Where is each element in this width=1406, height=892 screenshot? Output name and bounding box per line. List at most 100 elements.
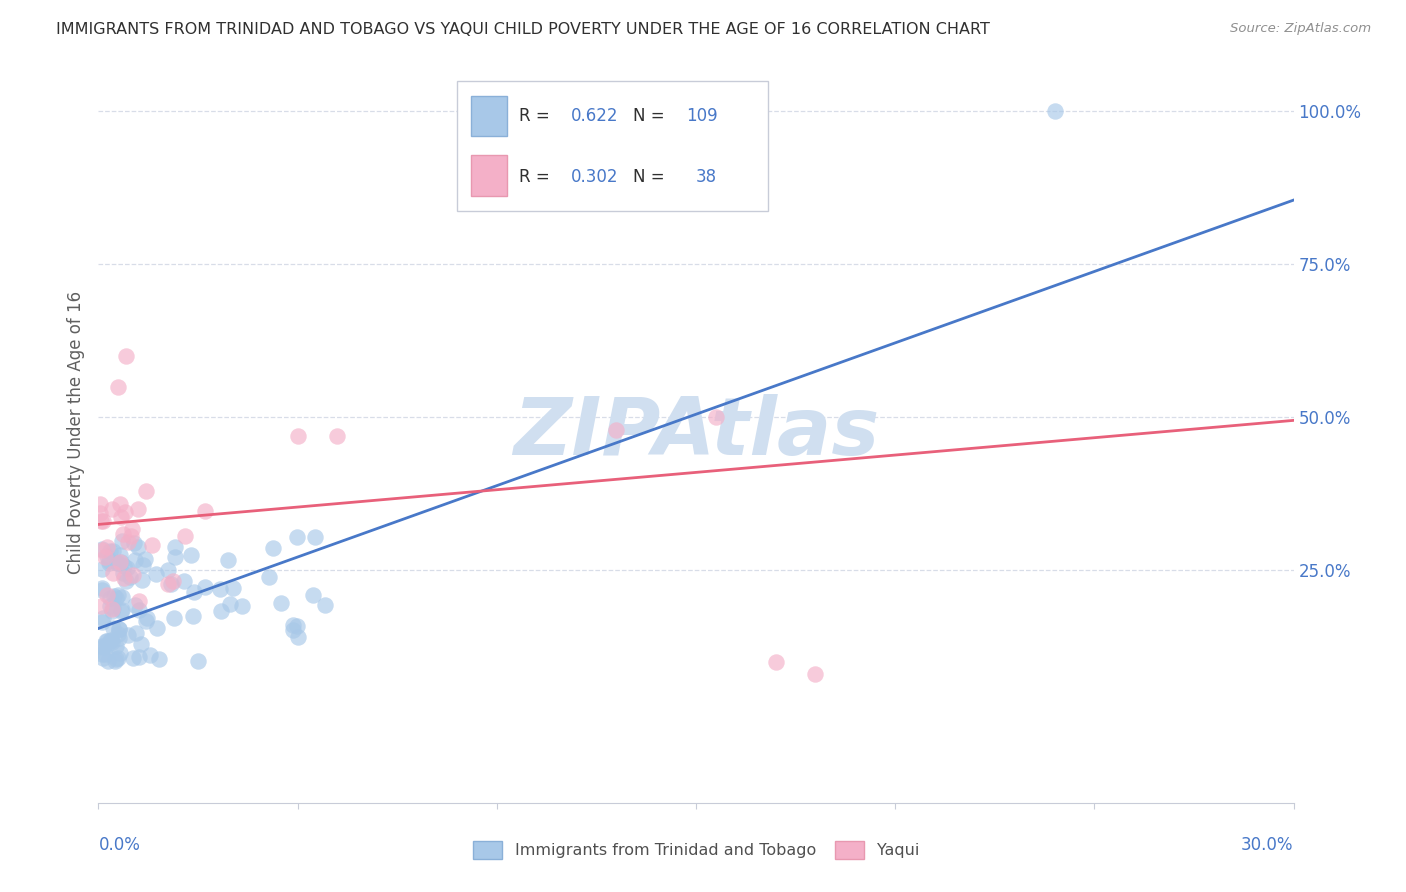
Point bbox=[141, 538, 163, 552]
Text: ZIPAtlas: ZIPAtlas bbox=[513, 393, 879, 472]
Point bbox=[765, 655, 787, 669]
Point bbox=[120, 570, 142, 584]
Point bbox=[326, 428, 349, 442]
Point bbox=[281, 624, 304, 638]
Point bbox=[160, 577, 183, 591]
Point bbox=[115, 349, 138, 363]
Point bbox=[91, 541, 114, 556]
Point bbox=[605, 423, 627, 437]
Point bbox=[103, 566, 125, 580]
Point bbox=[98, 543, 121, 558]
Point bbox=[804, 667, 827, 681]
Point bbox=[105, 591, 128, 605]
Point bbox=[145, 567, 167, 582]
Point bbox=[91, 639, 114, 653]
Point bbox=[114, 505, 136, 519]
Point bbox=[110, 510, 132, 524]
Point bbox=[90, 599, 112, 614]
Point bbox=[91, 611, 114, 625]
Point bbox=[115, 560, 138, 574]
Point bbox=[96, 540, 118, 554]
Point bbox=[259, 570, 281, 584]
Point bbox=[101, 635, 124, 649]
Text: N =: N = bbox=[633, 108, 669, 126]
Point bbox=[101, 604, 124, 618]
Text: 109: 109 bbox=[686, 108, 718, 126]
Point bbox=[108, 631, 131, 645]
Point bbox=[91, 582, 114, 597]
Point bbox=[91, 562, 114, 576]
Point bbox=[163, 540, 186, 554]
Point bbox=[108, 548, 131, 562]
Point bbox=[111, 533, 134, 548]
Point bbox=[1043, 104, 1066, 119]
Point bbox=[301, 588, 323, 602]
Point bbox=[128, 603, 150, 617]
Point bbox=[112, 571, 135, 585]
Point bbox=[94, 640, 117, 654]
Point bbox=[121, 650, 143, 665]
Point bbox=[270, 596, 292, 610]
Text: 30.0%: 30.0% bbox=[1241, 837, 1294, 855]
Point bbox=[96, 634, 118, 648]
Point bbox=[183, 609, 205, 624]
Point bbox=[91, 640, 114, 655]
Point bbox=[97, 654, 120, 668]
Point bbox=[94, 634, 117, 648]
Point bbox=[105, 556, 128, 570]
Point bbox=[108, 555, 131, 569]
Point bbox=[121, 568, 143, 582]
Point bbox=[187, 654, 209, 668]
Point bbox=[111, 527, 134, 541]
Point bbox=[93, 514, 115, 528]
Point bbox=[110, 604, 132, 618]
FancyBboxPatch shape bbox=[471, 95, 508, 136]
Point bbox=[96, 588, 118, 602]
Point bbox=[90, 514, 112, 528]
Point bbox=[107, 627, 129, 641]
Point bbox=[117, 535, 139, 549]
Point bbox=[112, 559, 135, 574]
Point bbox=[139, 648, 162, 663]
Point bbox=[108, 646, 131, 660]
Point bbox=[101, 601, 124, 615]
Point bbox=[173, 574, 195, 589]
Point bbox=[117, 627, 139, 641]
Point bbox=[125, 625, 148, 640]
Point bbox=[104, 639, 127, 653]
Point bbox=[100, 502, 122, 516]
Point bbox=[96, 549, 118, 563]
Point bbox=[287, 428, 309, 442]
Point bbox=[91, 615, 114, 629]
Point bbox=[91, 647, 114, 661]
Point bbox=[97, 556, 120, 570]
Text: 0.302: 0.302 bbox=[571, 169, 619, 186]
Point bbox=[104, 652, 127, 666]
Text: 38: 38 bbox=[696, 169, 717, 186]
Point bbox=[98, 554, 121, 568]
Point bbox=[156, 563, 179, 577]
Point bbox=[314, 598, 336, 612]
Point bbox=[107, 622, 129, 636]
Point bbox=[124, 599, 146, 613]
Point bbox=[285, 530, 308, 544]
Point bbox=[148, 652, 170, 666]
Point bbox=[89, 506, 111, 520]
Text: Source: ZipAtlas.com: Source: ZipAtlas.com bbox=[1230, 22, 1371, 36]
Point bbox=[107, 556, 129, 570]
Point bbox=[131, 637, 153, 651]
Point bbox=[209, 582, 232, 596]
Point bbox=[124, 553, 146, 567]
Point bbox=[94, 550, 117, 565]
Point bbox=[135, 483, 157, 498]
Point bbox=[104, 654, 127, 668]
Legend: Immigrants from Trinidad and Tobago, Yaqui: Immigrants from Trinidad and Tobago, Yaq… bbox=[467, 835, 925, 865]
Point bbox=[131, 573, 153, 587]
Text: R =: R = bbox=[519, 169, 555, 186]
FancyBboxPatch shape bbox=[471, 155, 508, 195]
Text: R =: R = bbox=[519, 108, 555, 126]
Point bbox=[135, 611, 157, 625]
Text: N =: N = bbox=[633, 169, 669, 186]
Point bbox=[131, 558, 153, 572]
Point bbox=[114, 574, 136, 588]
